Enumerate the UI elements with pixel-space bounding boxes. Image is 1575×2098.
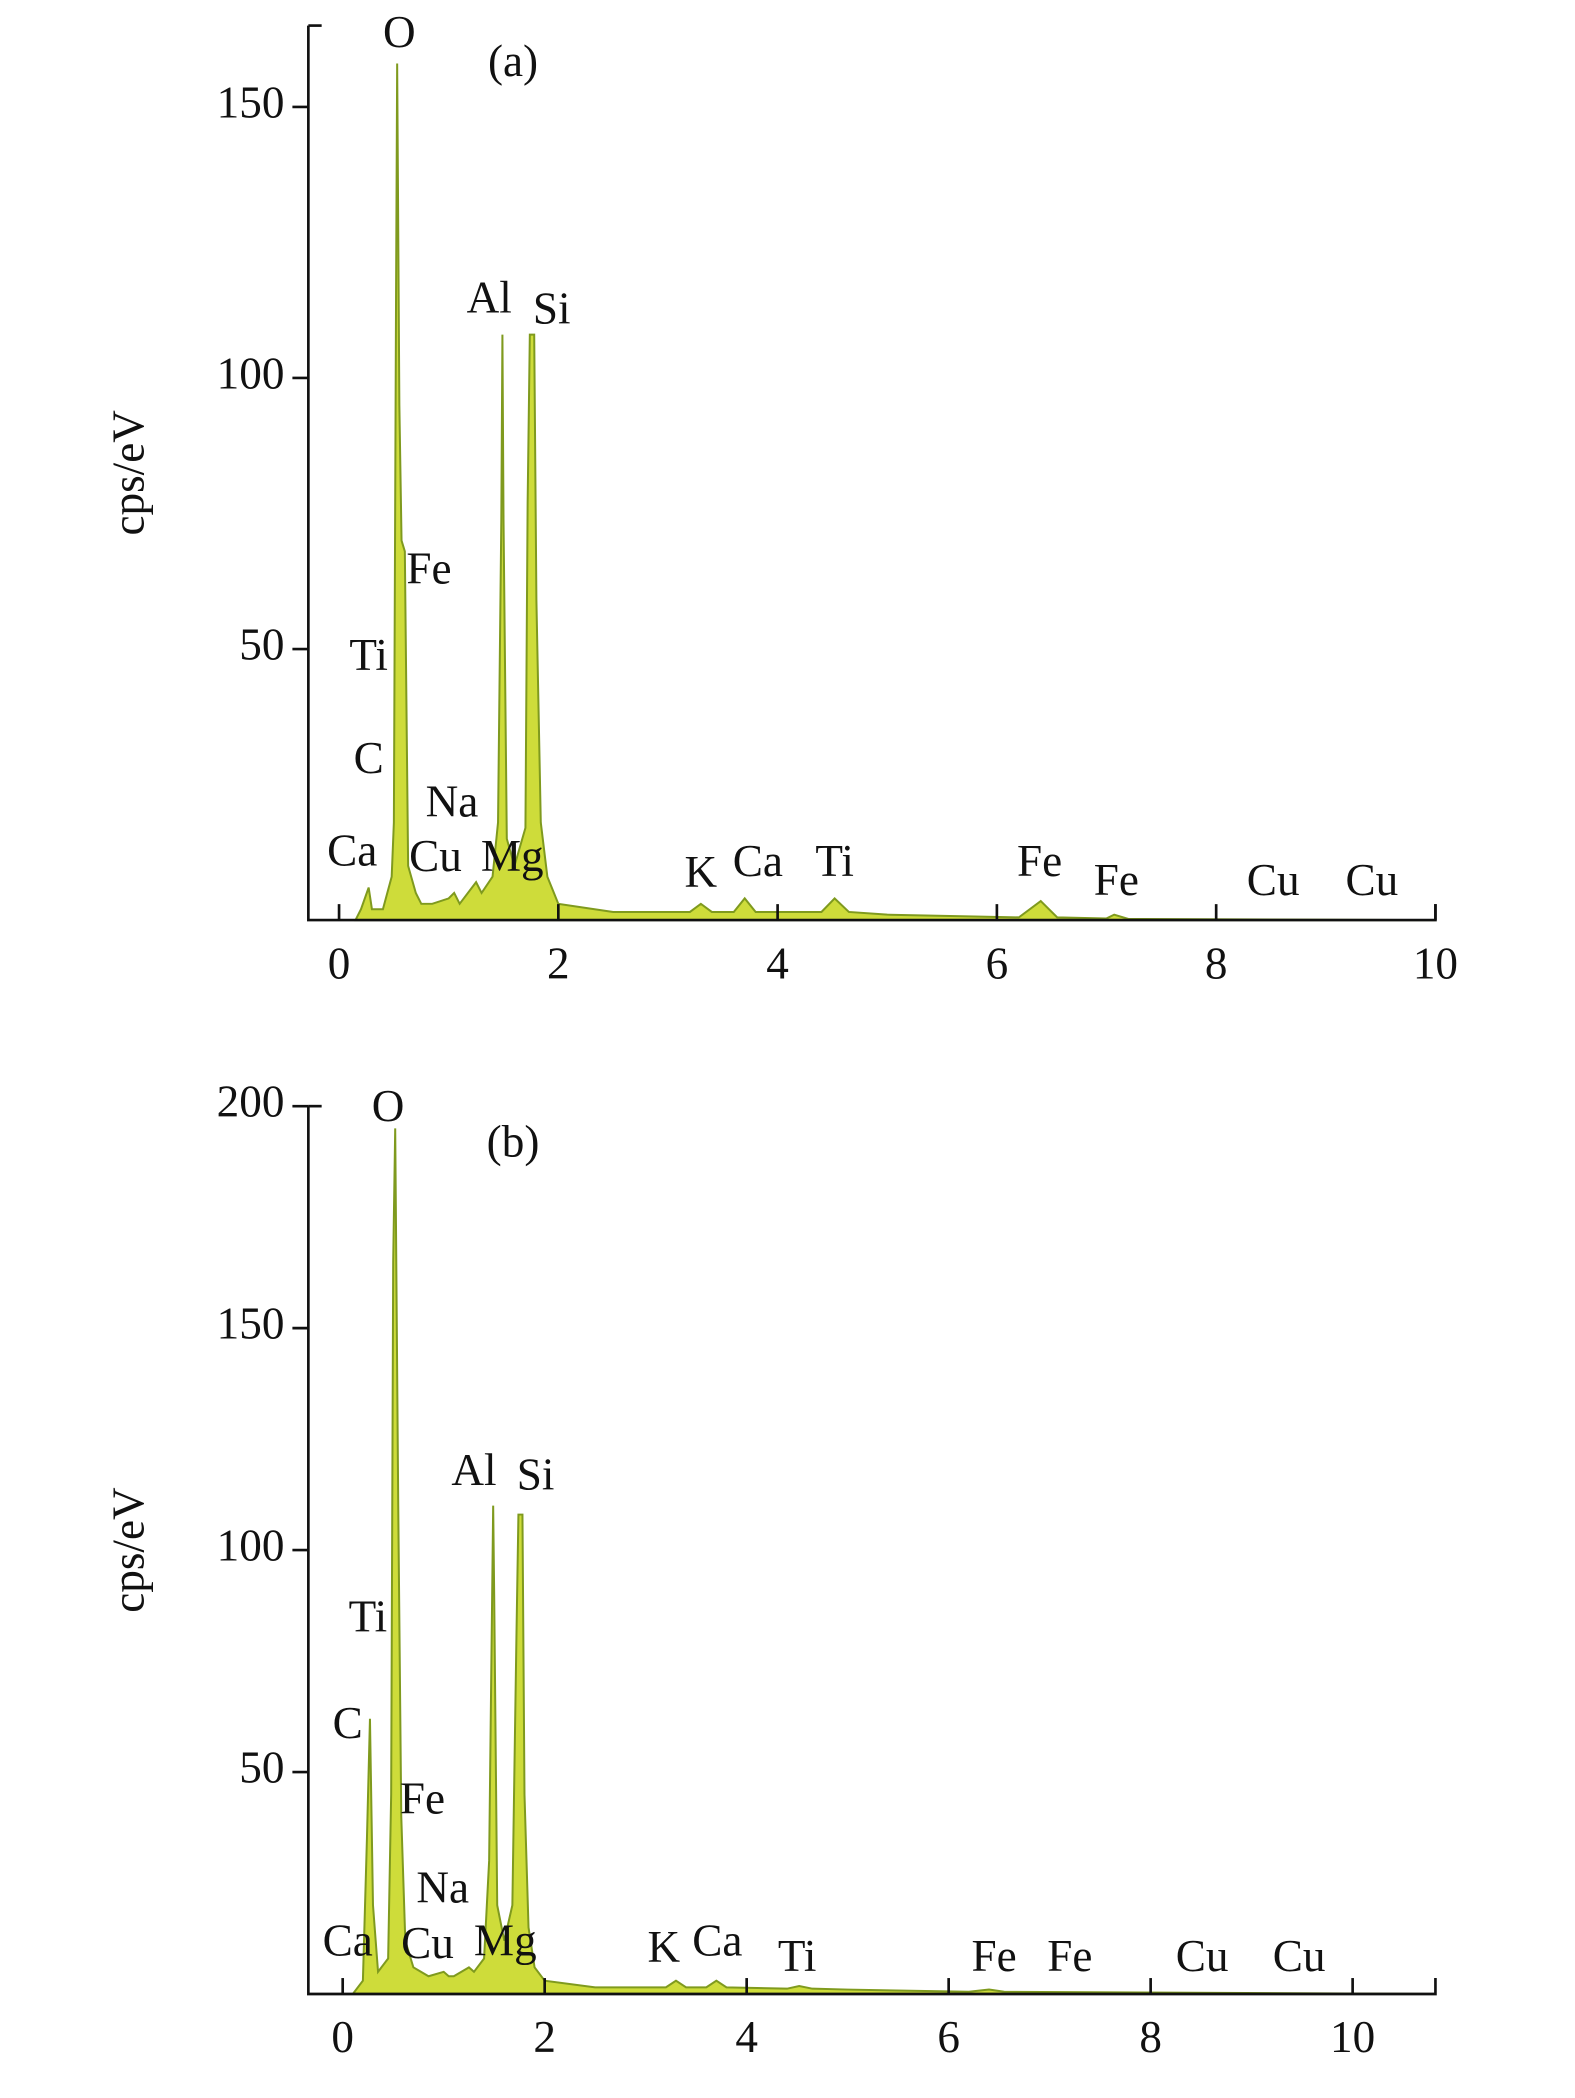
peak-label: Cu — [409, 831, 462, 881]
x-tick-label: 6 — [937, 2012, 960, 2062]
peak-label: Fe — [1047, 1931, 1092, 1981]
y-axis-label: cps/eV — [103, 410, 153, 536]
x-tick-label: 4 — [735, 2012, 758, 2062]
x-tick-label: 8 — [1139, 2012, 1162, 2062]
peak-label: C — [354, 733, 384, 783]
peak-label: O — [372, 1081, 405, 1131]
x-tick-label: 2 — [547, 938, 570, 988]
peak-label: Fe — [1094, 855, 1139, 905]
peak-label: Fe — [1017, 836, 1062, 886]
peak-label: Fe — [406, 543, 451, 593]
y-axis-label: cps/eV — [103, 1487, 153, 1613]
peak-label: Ti — [349, 630, 388, 680]
y-tick-label: 100 — [217, 1520, 285, 1570]
peak-label: Ca — [323, 1916, 373, 1966]
panel-label: (b) — [487, 1116, 540, 1166]
peak-label: Ti — [815, 836, 854, 886]
peak-label: Na — [416, 1862, 469, 1912]
y-tick-label: 50 — [239, 619, 284, 669]
x-tick-label: 0 — [328, 938, 351, 988]
peak-label: Cu — [1345, 855, 1398, 905]
axes — [307, 1106, 1437, 1996]
y-tick-label: 50 — [239, 1742, 284, 1792]
peak-label: Cu — [1273, 1931, 1326, 1981]
peak-label: Fe — [400, 1773, 445, 1823]
peak-label: Cu — [1247, 855, 1300, 905]
peak-label: Ti — [778, 1931, 817, 1981]
peak-label: Na — [426, 777, 479, 827]
y-tick-label: 150 — [217, 77, 285, 127]
x-tick-label: 8 — [1205, 938, 1228, 988]
peak-label: Si — [533, 283, 571, 333]
peak-label: O — [383, 7, 416, 57]
x-tick-label: 10 — [1413, 938, 1458, 988]
peak-label: Ca — [327, 825, 377, 875]
peak-label: Ca — [733, 836, 783, 886]
y-tick-label: 200 — [217, 1077, 285, 1127]
peak-label: K — [648, 1922, 681, 1972]
peak-label: Ti — [349, 1591, 388, 1641]
peak-label: Al — [467, 272, 512, 322]
peak-label: Cu — [1176, 1931, 1229, 1981]
x-tick-label: 2 — [533, 2012, 556, 2062]
peak-label: Cu — [401, 1918, 454, 1968]
peak-label: Mg — [474, 1916, 537, 1966]
peak-label: K — [685, 847, 718, 897]
x-tick-label: 10 — [1330, 2012, 1375, 2062]
y-tick-label: 100 — [217, 348, 285, 398]
x-tick-label: 0 — [331, 2012, 354, 2062]
spectrum-area — [350, 1128, 1436, 1995]
peak-label: Ca — [692, 1916, 742, 1966]
peak-label: Si — [517, 1449, 555, 1499]
spectrum-area — [353, 63, 1436, 922]
peak-label: Fe — [972, 1931, 1017, 1981]
panel-label: (a) — [488, 36, 538, 86]
peak-label: C — [333, 1698, 363, 1748]
peak-label: Al — [451, 1445, 496, 1495]
x-tick-label: 6 — [986, 938, 1009, 988]
peak-label: Mg — [481, 831, 544, 881]
x-tick-label: 4 — [766, 938, 789, 988]
y-tick-label: 150 — [217, 1298, 285, 1348]
